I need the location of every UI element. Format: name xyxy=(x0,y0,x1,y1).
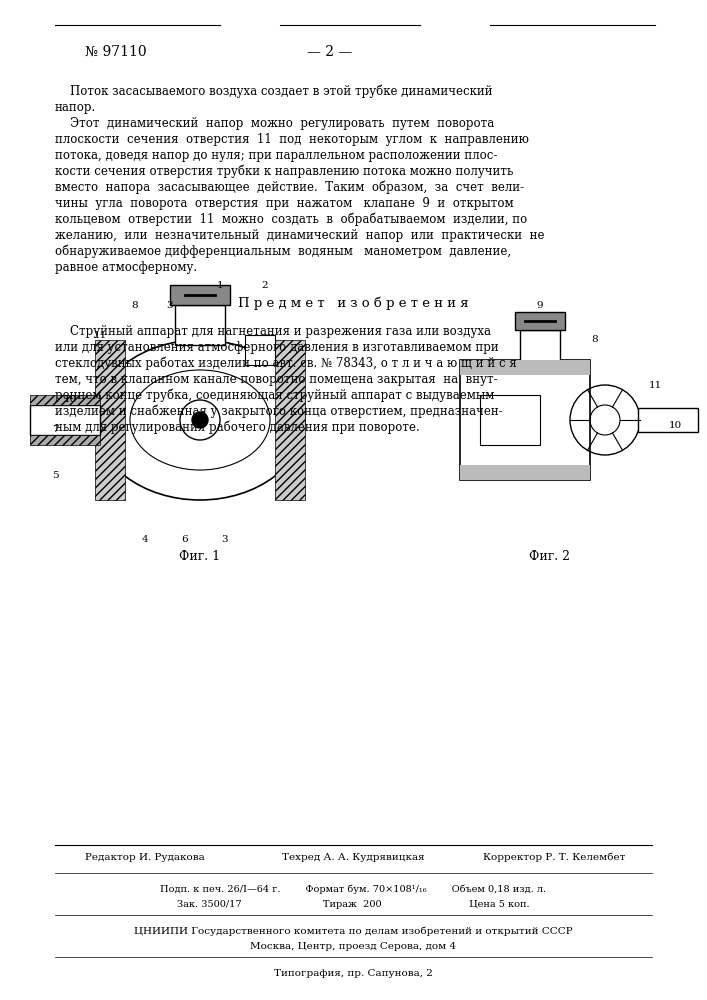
Text: кольцевом  отверстии  11  можно  создать  в  обрабатываемом  изделии, по: кольцевом отверстии 11 можно создать в о… xyxy=(55,213,527,227)
Text: Струйный аппарат для нагнетания и разрежения газа или воздуха: Струйный аппарат для нагнетания и разреж… xyxy=(55,325,491,338)
Text: реннем конце трубка, соединяющая струйный аппарат с выдуваемым: реннем конце трубка, соединяющая струйны… xyxy=(55,389,494,402)
Text: Зак. 3500/17                          Тираж  200                            Цена: Зак. 3500/17 Тираж 200 Цена xyxy=(177,900,530,909)
Text: 9: 9 xyxy=(537,300,543,310)
FancyBboxPatch shape xyxy=(520,330,560,365)
FancyBboxPatch shape xyxy=(170,285,230,305)
FancyBboxPatch shape xyxy=(30,395,100,405)
Text: обнаруживаемое дифференциальным  водяным   манометром  давление,: обнаруживаемое дифференциальным водяным … xyxy=(55,245,511,258)
Text: ЦНИИПИ Государственного комитета по делам изобретений и открытий СССР: ЦНИИПИ Государственного комитета по дела… xyxy=(134,927,572,936)
FancyBboxPatch shape xyxy=(460,360,590,480)
Text: 10: 10 xyxy=(668,420,682,430)
Text: — 2 —: — 2 — xyxy=(308,45,353,59)
Text: 6: 6 xyxy=(182,536,188,544)
Text: Этот  динамический  напор  можно  регулировать  путем  поворота: Этот динамический напор можно регулирова… xyxy=(55,117,494,130)
Text: Типография, пр. Сапунова, 2: Типография, пр. Сапунова, 2 xyxy=(274,969,433,978)
Text: вместо  напора  засасывающее  действие.  Таким  образом,  за  счет  вели-: вместо напора засасывающее действие. Так… xyxy=(55,181,524,194)
Text: 4: 4 xyxy=(141,536,148,544)
Circle shape xyxy=(192,412,208,428)
Text: чины  угла  поворота  отверстия  при  нажатом   клапане  9  и  открытом: чины угла поворота отверстия при нажатом… xyxy=(55,197,513,210)
Text: тем, что в клапанном канале поворотно помещена закрытая  на  внут-: тем, что в клапанном канале поворотно по… xyxy=(55,373,498,386)
Text: Редактор И. Рудакова: Редактор И. Рудакова xyxy=(85,853,205,862)
Text: плоскости  сечения  отверстия  11  под  некоторым  углом  к  направлению: плоскости сечения отверстия 11 под некот… xyxy=(55,133,529,146)
FancyBboxPatch shape xyxy=(30,405,100,435)
Text: Поток засасываемого воздуха создает в этой трубке динамический: Поток засасываемого воздуха создает в эт… xyxy=(55,85,493,99)
Text: желанию,  или  незначительный  динамический  напор  или  практически  не: желанию, или незначительный динамический… xyxy=(55,229,544,242)
Text: равное атмосферному.: равное атмосферному. xyxy=(55,261,197,274)
Text: или для установления атмосферного давления в изготавливаемом при: или для установления атмосферного давлен… xyxy=(55,341,498,354)
Text: изделием и снабженная у закрытого конца отверстием, предназначен-: изделием и снабженная у закрытого конца … xyxy=(55,405,503,418)
Text: 10: 10 xyxy=(64,395,76,404)
Text: № 97110: № 97110 xyxy=(85,45,146,59)
Text: 8: 8 xyxy=(592,336,598,344)
Text: Москва, Центр, проезд Серова, дом 4: Москва, Центр, проезд Серова, дом 4 xyxy=(250,942,456,951)
Text: 2: 2 xyxy=(262,280,269,290)
FancyBboxPatch shape xyxy=(638,408,698,432)
FancyBboxPatch shape xyxy=(480,395,540,445)
FancyBboxPatch shape xyxy=(515,312,565,330)
Text: 1: 1 xyxy=(216,280,223,290)
Text: П р е д м е т   и з о б р е т е н и я: П р е д м е т и з о б р е т е н и я xyxy=(238,297,468,310)
Text: кости сечения отверстия трубки к направлению потока можно получить: кости сечения отверстия трубки к направл… xyxy=(55,165,513,178)
Text: стеклодувных работах изделии по авт. св. № 78343, о т л и ч а ю щ и й с я: стеклодувных работах изделии по авт. св.… xyxy=(55,357,517,370)
Text: 11: 11 xyxy=(648,380,662,389)
FancyBboxPatch shape xyxy=(175,305,225,345)
Text: Техред А. А. Кудрявицкая: Техред А. А. Кудрявицкая xyxy=(281,853,424,862)
Text: Подп. к печ. 26/I—64 г.        Формат бум. 70×108¹/₁₆        Объем 0,18 изд. л.: Подп. к печ. 26/I—64 г. Формат бум. 70×1… xyxy=(160,885,546,894)
Text: 11: 11 xyxy=(93,330,107,340)
Text: потока, доведя напор до нуля; при параллельном расположении плос-: потока, доведя напор до нуля; при паралл… xyxy=(55,149,498,162)
Text: Фиг. 2: Фиг. 2 xyxy=(530,550,571,563)
Text: 3: 3 xyxy=(167,300,173,310)
FancyBboxPatch shape xyxy=(275,340,305,500)
FancyBboxPatch shape xyxy=(30,435,100,445)
Text: напор.: напор. xyxy=(55,101,96,114)
FancyBboxPatch shape xyxy=(460,465,590,480)
Text: ным для регулирования рабочего давления при повороте.: ным для регулирования рабочего давления … xyxy=(55,421,420,434)
Text: 5: 5 xyxy=(52,471,58,480)
FancyBboxPatch shape xyxy=(460,360,590,375)
FancyBboxPatch shape xyxy=(245,335,275,365)
Text: 8: 8 xyxy=(132,300,139,310)
Text: 3: 3 xyxy=(222,536,228,544)
Text: Фиг. 1: Фиг. 1 xyxy=(180,550,221,563)
Text: Корректор Р. Т. Келембет: Корректор Р. Т. Келембет xyxy=(483,853,625,862)
Text: 7: 7 xyxy=(52,426,58,434)
FancyBboxPatch shape xyxy=(95,340,125,500)
